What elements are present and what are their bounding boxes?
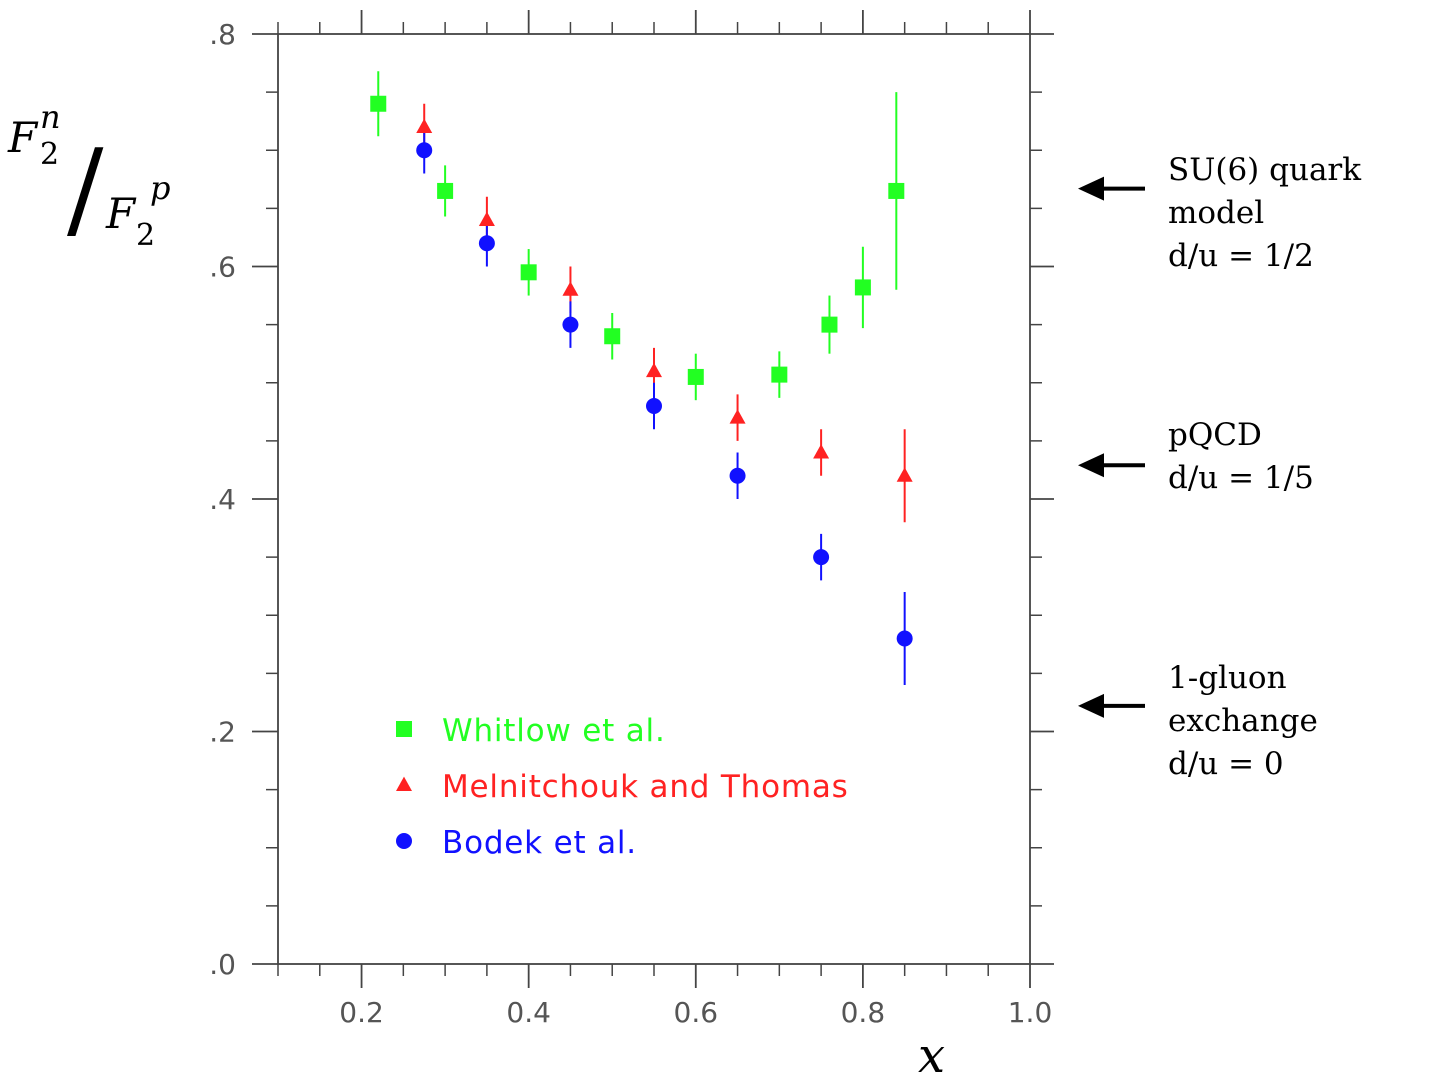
annotation-arrow-head-2 [1078, 693, 1104, 718]
legend-label-1: Melnitchouk and Thomas [442, 769, 849, 805]
y-axis-label-separator: / [67, 127, 104, 252]
data-point-1-5 [813, 444, 830, 459]
data-point-0-6 [821, 316, 838, 333]
data-point-0-8 [888, 182, 905, 199]
x-tick-label: 0.2 [339, 996, 384, 1029]
y-tick-label: .0 [209, 948, 236, 981]
legend: Whitlow et al. Melnitchouk and Thomas Bode… [396, 713, 849, 861]
annotation-arrow-head-1 [1078, 453, 1104, 478]
annotation-2-line-0: 1-gluon [1168, 660, 1287, 696]
y-axis-label-denominator-superscript: p [150, 169, 170, 207]
legend-marker-2 [396, 833, 412, 849]
data-point-1-6 [896, 467, 913, 482]
annotation-1-line-0: pQCD [1168, 417, 1262, 453]
ticks-layer: .0 .2 .4 .6 .8 0.2 0.4 0.6 0.8 1.0 [209, 10, 1054, 1029]
annotation-1-line-1: d/u = 1/5 [1168, 460, 1314, 496]
plot-frame [277, 33, 1031, 965]
data-point-1-2 [562, 281, 579, 296]
y-axis-label-numerator-superscript: n [40, 98, 61, 136]
legend-label-2: Bodek et al. [442, 825, 637, 861]
data-point-0-5 [771, 366, 788, 383]
markers-layer [370, 95, 913, 647]
annotations-layer: SU(6) quark model d/u = 1/2 pQCD d/u = 1/5 1-… [1078, 152, 1361, 782]
data-point-2-2 [562, 316, 579, 333]
annotation-0-line-1: model [1168, 195, 1264, 231]
x-tick-label: 0.4 [506, 996, 551, 1029]
data-point-2-0 [416, 142, 433, 159]
data-point-2-3 [646, 398, 662, 414]
legend-marker-1 [396, 776, 412, 792]
y-axis-label-numerator-subscript: 2 [40, 137, 59, 172]
annotation-0-line-2: d/u = 1/2 [1168, 238, 1314, 274]
data-point-0-2 [520, 264, 537, 281]
data-point-0-0 [370, 95, 387, 112]
data-point-1-1 [478, 211, 495, 227]
annotation-arrow-head-0 [1078, 176, 1104, 201]
y-tick-label: .2 [209, 716, 236, 749]
error-layer [377, 71, 906, 685]
y-axis-label-denominator-subscript: 2 [136, 218, 155, 253]
y-tick-label: .6 [209, 251, 236, 284]
data-point-1-0 [416, 118, 433, 134]
annotation-2-line-1: exchange [1168, 703, 1318, 739]
data-point-0-3 [604, 328, 621, 345]
data-point-2-6 [896, 630, 913, 647]
x-axis-label: x [918, 1028, 945, 1080]
annotation-0-line-0: SU(6) quark [1168, 152, 1361, 188]
data-point-0-7 [854, 279, 871, 296]
x-tick-label: 0.8 [841, 996, 886, 1029]
data-point-2-4 [729, 467, 746, 484]
x-tick-label: 0.6 [674, 996, 719, 1029]
x-tick-label: 1.0 [1008, 996, 1053, 1029]
data-point-0-1 [437, 182, 454, 199]
y-tick-label: .4 [209, 483, 236, 516]
legend-marker-0 [396, 721, 412, 737]
y-axis-label-denominator-main: F [105, 189, 137, 238]
data-point-1-4 [729, 409, 746, 424]
legend-label-0: Whitlow et al. [442, 713, 666, 749]
data-point-2-1 [478, 235, 495, 252]
y-tick-label: .8 [209, 18, 236, 51]
y-axis-label-numerator-main: F [7, 113, 39, 162]
data-point-0-4 [687, 368, 704, 385]
data-point-2-5 [813, 549, 830, 566]
annotation-2-line-2: d/u = 0 [1168, 746, 1284, 782]
data-point-1-3 [646, 362, 662, 378]
